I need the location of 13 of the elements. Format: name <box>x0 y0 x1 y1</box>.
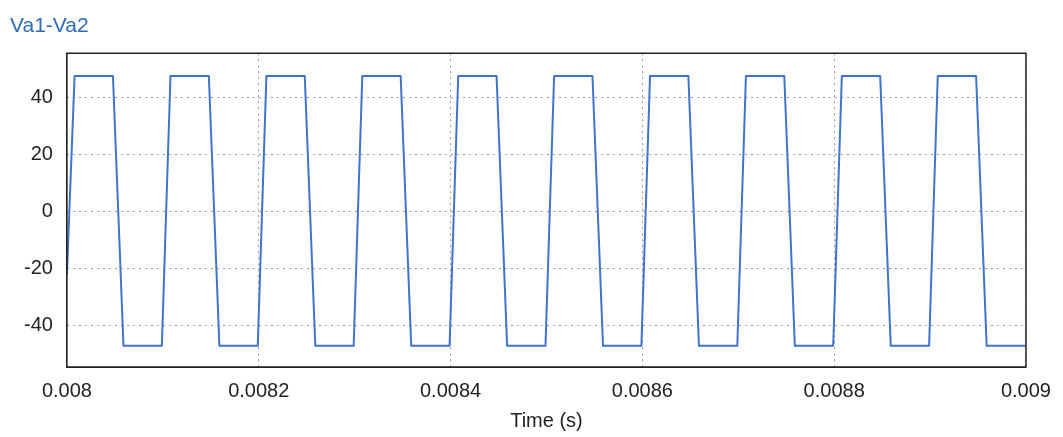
x-axis-title: Time (s) <box>510 408 583 431</box>
x-tick-label: 0.0086 <box>611 378 673 401</box>
y-tick-label: 20 <box>30 142 53 165</box>
x-tick-label: 0.008 <box>41 378 92 401</box>
x-tick-label: 0.0082 <box>228 378 290 401</box>
x-tick-label: 0.0084 <box>419 378 482 401</box>
y-tick-label: -20 <box>24 256 53 279</box>
y-tick-label: 40 <box>30 84 53 107</box>
x-tick-label: 0.0088 <box>803 378 865 401</box>
y-tick-label: -40 <box>24 313 53 336</box>
chart-title: Va1-Va2 <box>10 13 89 37</box>
x-tick-label: 0.009 <box>1000 378 1052 401</box>
y-tick-label: 0 <box>41 199 53 222</box>
